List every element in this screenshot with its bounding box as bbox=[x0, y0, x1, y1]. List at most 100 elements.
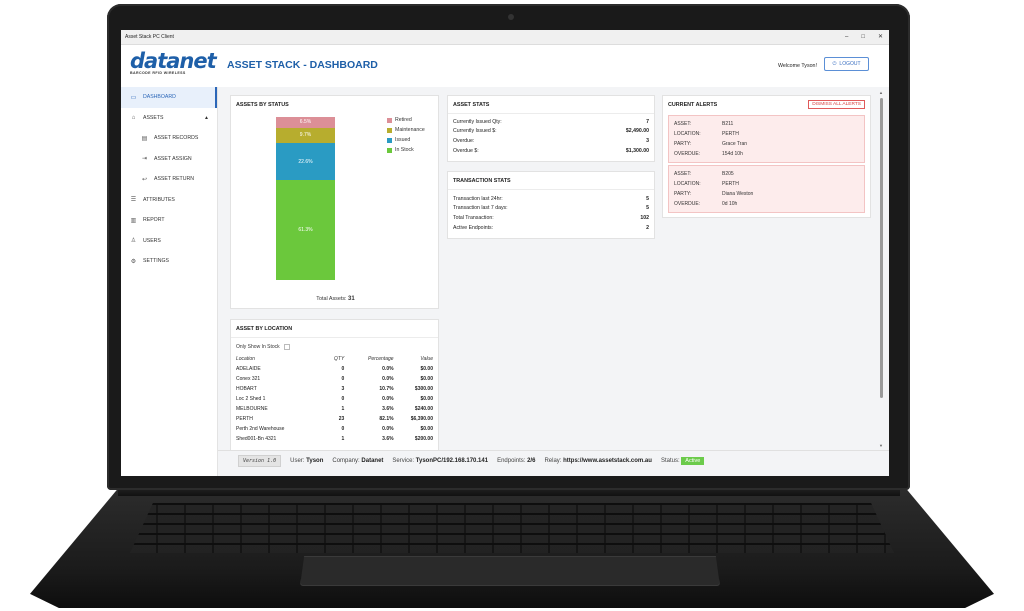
stat-row: Overdue: 3 bbox=[453, 137, 649, 144]
stat-row: Transaction last 24hr: 5 bbox=[453, 195, 649, 202]
chart-icon: ▥ bbox=[130, 217, 137, 224]
logo-text: datanet bbox=[130, 49, 217, 73]
panel-title: ASSET STATS bbox=[448, 96, 654, 114]
status-state: Status: Active bbox=[661, 456, 705, 465]
transaction-stats-panel: TRANSACTION STATS Transaction last 24hr:… bbox=[447, 171, 655, 239]
total-assets-label: Total Assets: bbox=[316, 296, 347, 302]
list-icon: ☰ bbox=[130, 197, 137, 204]
records-icon: ▤ bbox=[141, 135, 148, 142]
logout-button[interactable]: ⏻ LOGOUT bbox=[824, 57, 869, 71]
window-title: Asset Stack PC Client bbox=[125, 34, 174, 40]
status-active-badge: Active bbox=[681, 456, 705, 465]
sidebar-item-users[interactable]: ♙ USERS bbox=[121, 231, 217, 252]
legend-item: Issued bbox=[387, 137, 410, 143]
bar-segment-maintenance: 9.7% bbox=[276, 127, 335, 144]
touchpad bbox=[300, 556, 720, 586]
assign-icon: ⇥ bbox=[141, 156, 148, 163]
table-row: Shed001-Bn 4321 1 3.6% $200.00 bbox=[236, 436, 433, 442]
scroll-up-icon[interactable]: ▲ bbox=[879, 90, 883, 95]
sidebar-item-label: SETTINGS bbox=[143, 258, 169, 265]
sidebar-item-report[interactable]: ▥ REPORT bbox=[121, 210, 217, 231]
user-icon: ♙ bbox=[130, 238, 137, 245]
sidebar-item-label: REPORT bbox=[143, 217, 165, 224]
legend-item: In Stock bbox=[387, 147, 414, 153]
panel-title: TRANSACTION STATS bbox=[448, 172, 654, 190]
status-service: Service: TysonPC/192.168.170.141 bbox=[392, 457, 489, 464]
bar-segment-label: 9.7% bbox=[299, 132, 312, 139]
bar-segment-issued: 22.6% bbox=[276, 143, 335, 181]
bar-segment-in-stock: 61.3% bbox=[276, 180, 335, 280]
stat-row: Active Endpoints: 2 bbox=[453, 224, 649, 231]
sidebar-item-label: ASSETS bbox=[143, 114, 164, 121]
panel-title: CURRENT ALERTS bbox=[668, 102, 718, 108]
maximize-icon[interactable]: □ bbox=[861, 34, 865, 40]
legend-swatch bbox=[387, 117, 392, 123]
monitor-icon: ▭ bbox=[130, 94, 137, 101]
bar-segment-label: 22.6% bbox=[298, 158, 313, 165]
total-assets: Total Assets: 31 bbox=[231, 296, 440, 302]
legend-swatch bbox=[387, 137, 392, 143]
total-assets-value: 31 bbox=[348, 296, 355, 302]
app-header: datanet BARCODE RFID WIRELESS ASSET STAC… bbox=[121, 45, 889, 87]
location-table: Location QTY Percentage Value ADELAIDE 0 0… bbox=[236, 354, 433, 444]
scroll-down-icon[interactable]: ▼ bbox=[879, 443, 883, 448]
minimize-icon[interactable]: – bbox=[845, 34, 849, 40]
sidebar-item-dashboard[interactable]: ▭ DASHBOARD bbox=[121, 87, 217, 108]
stat-row: Transaction last 7 days: 5 bbox=[453, 205, 649, 212]
in-stock-filter-label: Only Show In Stock bbox=[236, 344, 280, 350]
table-row: HOBART 3 10.7% $300.00 bbox=[236, 386, 433, 392]
panel-title: ASSETS BY STATUS bbox=[236, 102, 289, 108]
sidebar-item-label: ASSET RETURN bbox=[154, 176, 194, 183]
legend-label: Issued bbox=[395, 137, 411, 143]
legend-item: Maintenance bbox=[387, 127, 425, 133]
bar-segment-retired: 6.5% bbox=[276, 117, 335, 128]
bar-segment-label: 6.5% bbox=[299, 119, 312, 126]
asset-stats-panel: ASSET STATS Currently Issued Qty: 7 Curre… bbox=[447, 95, 655, 162]
close-icon[interactable]: ✕ bbox=[877, 34, 883, 40]
bar-segment-label: 61.3% bbox=[298, 227, 313, 234]
legend-swatch bbox=[387, 147, 392, 153]
status-endpoints: Endpoints: 2/6 bbox=[497, 457, 536, 464]
sidebar-item-asset-assign[interactable]: ⇥ ASSET ASSIGN bbox=[121, 149, 217, 170]
sidebar-item-assets[interactable]: ⌂ ASSETS ▲ bbox=[121, 108, 217, 129]
keyboard-rows bbox=[130, 503, 894, 553]
legend-label: Retired bbox=[395, 117, 412, 123]
sidebar-item-settings[interactable]: ⚙ SETTINGS bbox=[121, 251, 217, 272]
stat-row: Total Transaction: 102 bbox=[453, 214, 649, 221]
legend-label: Maintenance bbox=[395, 127, 425, 133]
sidebar-item-label: ASSET ASSIGN bbox=[154, 155, 192, 162]
status-company: Company: Datanet bbox=[332, 457, 384, 464]
table-row: Loc 2 Shed 1 0 0.0% $0.00 bbox=[236, 396, 433, 402]
app-window: Asset Stack PC Client – □ ✕ datanet BARC… bbox=[121, 30, 889, 476]
status-bar: Version 1.0 User: Tyson Company: Datanet… bbox=[218, 450, 889, 470]
main-scrollbar[interactable]: ▲ ▼ bbox=[879, 90, 884, 448]
status-relay: Relay: https://www.assetstack.com.au bbox=[544, 457, 652, 464]
sidebar-item-attributes[interactable]: ☰ ATTRIBUTES bbox=[121, 190, 217, 211]
sidebar-item-label: DASHBOARD bbox=[143, 94, 176, 101]
return-icon: ↩ bbox=[141, 176, 148, 183]
stat-row: Currently Issued Qty: 7 bbox=[453, 118, 649, 125]
scroll-thumb[interactable] bbox=[880, 98, 883, 398]
stat-row: Currently Issued $: $2,490.00 bbox=[453, 128, 649, 135]
status-user: User: Tyson bbox=[290, 457, 324, 464]
sidebar-item-asset-records[interactable]: ▤ ASSET RECORDS bbox=[121, 128, 217, 149]
page-title: ASSET STACK - DASHBOARD bbox=[227, 59, 378, 71]
chevron-up-icon: ▲ bbox=[204, 114, 209, 121]
table-row: PERTH 23 82.1% $6,390.00 bbox=[236, 416, 433, 422]
in-stock-checkbox[interactable] bbox=[283, 344, 290, 350]
table-row: Perth 2nd Warehouse 0 0.0% $0.00 bbox=[236, 426, 433, 432]
in-stock-filter: Only Show In Stock bbox=[231, 338, 438, 354]
alert-card: ASSET: B211 LOCATION: PERTH PARTY: Grace Tr… bbox=[668, 115, 865, 163]
bank-icon: ⌂ bbox=[131, 114, 136, 121]
sidebar-item-asset-return[interactable]: ↩ ASSET RETURN bbox=[121, 169, 217, 190]
table-header-row: Location QTY Percentage Value bbox=[236, 356, 433, 362]
gear-icon: ⚙ bbox=[130, 258, 137, 265]
sidebar: ▭ DASHBOARD ⌂ ASSETS ▲ ▤ ASSET RECORDS ⇥… bbox=[121, 87, 218, 476]
assets-by-status-panel: ASSETS BY STATUS 6.5% 9.7% 22.6% 61.3% Reti… bbox=[230, 95, 439, 309]
version-badge: Version 1.0 bbox=[238, 454, 282, 467]
dismiss-all-alerts-button[interactable]: DISMISS ALL ALERTS bbox=[808, 100, 865, 109]
welcome-text: Welcome Tyson! bbox=[778, 63, 817, 69]
logo: datanet BARCODE RFID WIRELESS bbox=[130, 49, 217, 76]
asset-by-location-panel: ASSET BY LOCATION Only Show In Stock Loc… bbox=[230, 319, 439, 450]
